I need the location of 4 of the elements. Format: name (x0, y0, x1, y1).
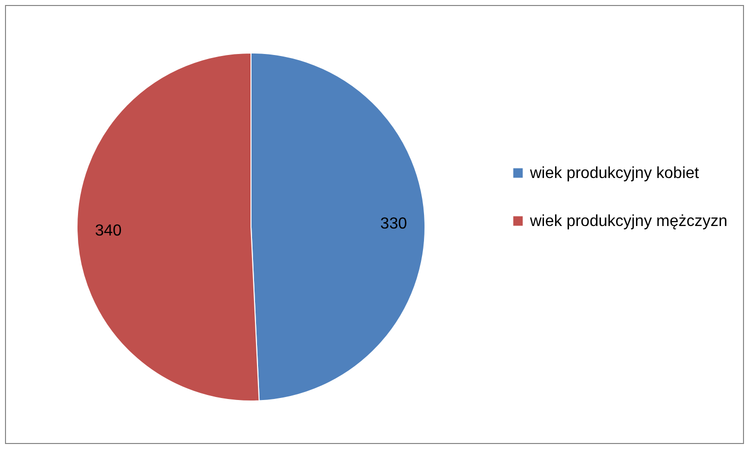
data-label: 340 (95, 222, 122, 240)
legend-label: wiek produkcyjny mężczyzn (529, 213, 728, 230)
data-label: 330 (380, 216, 408, 233)
legend-label: wiek produkcyjny kobiet (529, 165, 700, 182)
